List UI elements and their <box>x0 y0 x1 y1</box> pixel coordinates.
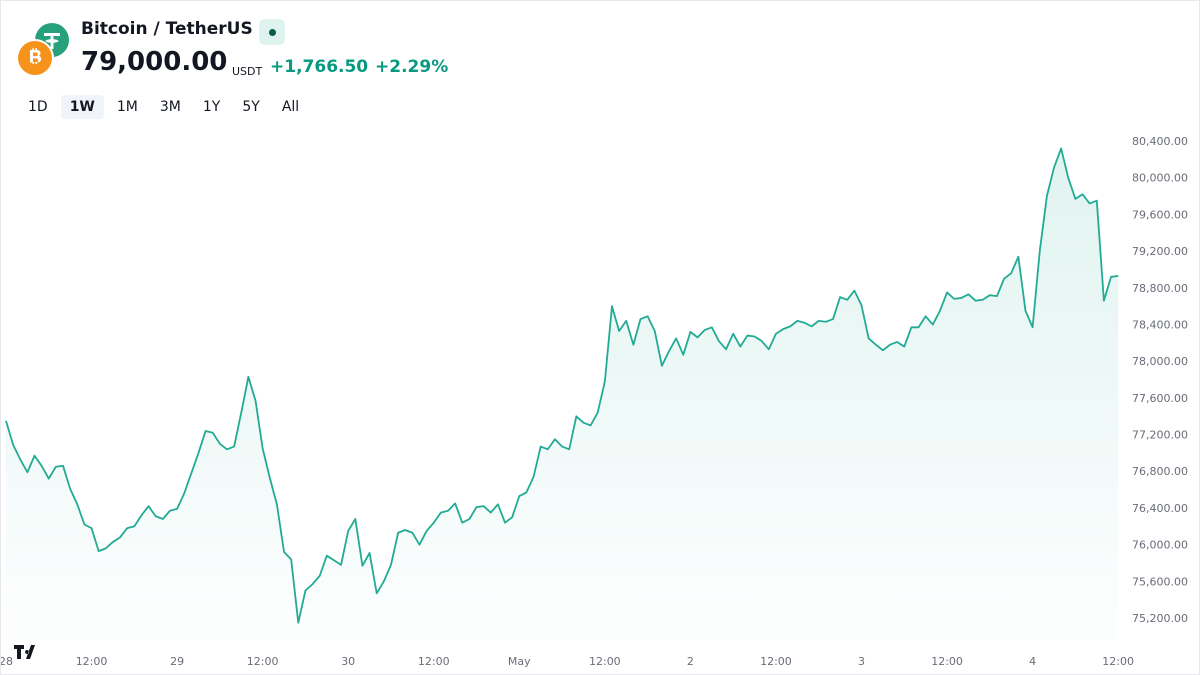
range-button[interactable]: All <box>281 99 300 115</box>
x-tick-label: 28 <box>1 655 13 668</box>
y-tick-label: 75,200.00 <box>1132 612 1188 625</box>
range-button[interactable]: 1W <box>60 95 104 119</box>
x-tick-label: 12:00 <box>931 655 963 668</box>
bitcoin-glyph <box>30 48 42 64</box>
market-status[interactable] <box>259 19 285 45</box>
tether-glyph <box>44 33 60 49</box>
y-tick-label: 78,000.00 <box>1132 355 1188 368</box>
x-tick-label: 29 <box>170 655 184 668</box>
y-tick-label: 76,800.00 <box>1132 465 1188 478</box>
y-tick-label: 78,800.00 <box>1132 282 1188 295</box>
x-tick-label: 30 <box>341 655 355 668</box>
area-fill <box>5 148 1119 641</box>
y-tick-label: 78,400.00 <box>1132 318 1188 331</box>
tradingview-logo[interactable] <box>10 641 40 665</box>
x-tick-label: 12:00 <box>76 655 108 668</box>
x-tick-label: May <box>508 655 531 668</box>
y-tick-label: 77,200.00 <box>1132 429 1188 442</box>
x-tick-label: 3 <box>858 655 865 668</box>
x-tick-label: 12:00 <box>589 655 621 668</box>
range-button[interactable]: 1D <box>28 99 48 115</box>
x-tick-label: 12:00 <box>247 655 279 668</box>
change: +1,766.50 <box>270 57 369 77</box>
range-button[interactable]: 3M <box>159 99 181 115</box>
x-tick-label: 12:00 <box>1102 655 1134 668</box>
y-tick-label: 80,000.00 <box>1132 172 1188 185</box>
change-percent: +2.29% <box>375 57 449 77</box>
symbol: Bitcoin / TetherUS <box>81 19 253 39</box>
y-tick-label: 76,400.00 <box>1132 502 1188 515</box>
x-tick-label: 2 <box>687 655 694 668</box>
y-tick-label: 79,600.00 <box>1132 208 1188 221</box>
price-line <box>5 147 1119 624</box>
y-tick-label: 76,000.00 <box>1132 539 1188 552</box>
range-bar: 1D 1W 1M 3M 1Y 5Y All <box>19 95 308 119</box>
x-tick-label: 12:00 <box>760 655 792 668</box>
y-tick-label: 79,200.00 <box>1132 245 1188 258</box>
logos <box>16 23 69 77</box>
y-tick-label: 77,600.00 <box>1132 392 1188 405</box>
y-tick-label: 80,400.00 <box>1132 135 1188 148</box>
range-button[interactable]: 5Y <box>242 99 260 115</box>
currency: USDT <box>232 65 263 78</box>
range-button[interactable]: 1Y <box>202 99 221 115</box>
x-tick-label: 4 <box>1029 655 1036 668</box>
price: 79,000.00 <box>81 47 228 77</box>
y-tick-label: 75,600.00 <box>1132 575 1188 588</box>
range-button[interactable]: 1M <box>116 99 138 115</box>
x-tick-label: 12:00 <box>418 655 450 668</box>
